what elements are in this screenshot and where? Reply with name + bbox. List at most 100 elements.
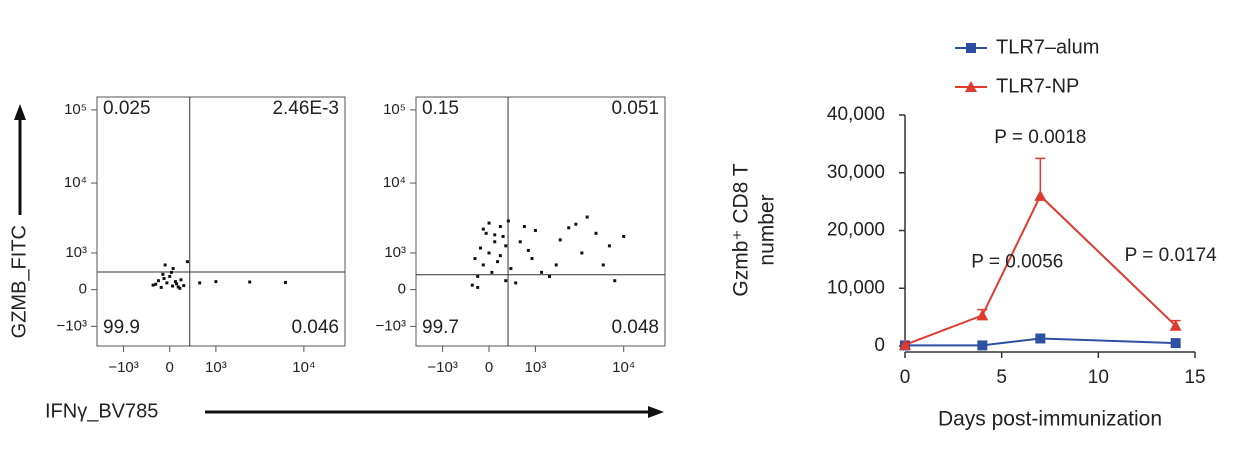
x-tick-label: 10⁴ — [612, 359, 635, 376]
quadrant-label: 99.7 — [422, 317, 459, 338]
event-dot — [498, 254, 502, 258]
event-dot — [554, 263, 558, 267]
event-dot — [594, 231, 598, 235]
event-dot — [178, 286, 182, 290]
x-tick-label: 0 — [166, 359, 174, 376]
error-bar — [1035, 157, 1046, 196]
x-tick-label: −10³ — [427, 359, 457, 376]
event-dot — [173, 280, 177, 284]
quadrant-label: 2.46E-3 — [272, 98, 339, 119]
legend-label: TLR7–alum — [996, 36, 1099, 58]
y-tick-label: 10⁵ — [383, 101, 406, 118]
x-tick-label: 10³ — [205, 359, 227, 376]
series-line — [904, 194, 1177, 346]
event-dot — [558, 238, 562, 242]
event-dot — [607, 244, 611, 248]
point — [1170, 338, 1181, 349]
y-tick-label: 0 — [874, 335, 885, 356]
y-tick-label: 10⁵ — [64, 101, 87, 118]
quadrant-label: 0.046 — [291, 317, 339, 338]
event-dot — [567, 226, 571, 230]
event-dot — [518, 240, 522, 244]
event-dot — [476, 274, 480, 278]
point — [899, 338, 911, 350]
x-tick-label: 0 — [900, 367, 911, 388]
y-tick-label: 10,000 — [827, 277, 885, 298]
y-tick-label: 40,000 — [827, 104, 885, 125]
event-dot — [490, 270, 494, 274]
quadrant-label: 0.051 — [611, 98, 659, 119]
event-dot — [283, 280, 287, 284]
y-tick-label: 30,000 — [827, 162, 885, 183]
event-dot — [622, 234, 626, 238]
event-dot — [179, 278, 183, 282]
event-dot — [530, 257, 534, 261]
y-arrowhead — [14, 104, 26, 120]
event-dot — [547, 274, 551, 278]
x-axis-title: IFNγ_BV785 — [45, 400, 158, 422]
event-dot — [169, 270, 173, 274]
y-tick-label: 10⁴ — [64, 174, 87, 191]
quadrant-label: 99.9 — [103, 317, 140, 338]
event-dot — [501, 234, 505, 238]
event-dot — [522, 225, 526, 229]
point — [977, 340, 988, 351]
y-tick-label: −10³ — [376, 317, 406, 334]
event-dot — [248, 280, 252, 284]
quadrant-label: 0.048 — [611, 317, 659, 338]
event-dot — [476, 285, 480, 289]
event-dot — [163, 263, 167, 267]
y-tick-label: 20,000 — [827, 220, 885, 241]
p-value: P = 0.0018 — [994, 127, 1086, 148]
point — [1034, 189, 1047, 201]
event-dot — [487, 251, 491, 255]
x-tick-label: 5 — [996, 367, 1007, 388]
x-tick-label: 10³ — [525, 359, 547, 376]
event-dot — [484, 231, 488, 235]
y-axis-title: Gzmb⁺ CD8 T — [730, 163, 753, 296]
x-tick-label: 15 — [1184, 367, 1205, 388]
event-dot — [481, 263, 485, 267]
event-dot — [156, 279, 160, 283]
y-tick-label: 10⁴ — [383, 174, 406, 191]
event-dot — [182, 284, 186, 288]
event-dot — [504, 279, 508, 283]
x-tick-label: 10 — [1088, 367, 1109, 388]
series-line — [905, 337, 1176, 347]
event-dot — [470, 283, 474, 287]
event-dot — [198, 281, 202, 285]
event-dot — [487, 221, 491, 225]
event-dot — [478, 246, 482, 250]
event-dot — [165, 281, 169, 285]
y-tick-label: 0 — [398, 281, 406, 298]
event-dot — [162, 277, 166, 281]
y-tick-label: 10³ — [65, 244, 87, 261]
plot-frame — [96, 96, 346, 347]
event-dot — [613, 279, 617, 283]
event-dot — [498, 225, 502, 229]
event-dot — [171, 267, 175, 271]
y-tick-label: 0 — [79, 281, 87, 298]
legend-marker — [966, 43, 976, 53]
point — [1035, 333, 1046, 344]
quadrant-label: 0.025 — [103, 98, 151, 119]
event-dot — [526, 248, 530, 252]
y-tick-label: 10³ — [384, 244, 406, 261]
event-dot — [493, 240, 497, 244]
event-dot — [601, 263, 605, 267]
event-dot — [481, 227, 485, 231]
event-dot — [504, 244, 508, 248]
point — [976, 309, 989, 321]
legend-label: TLR7-NP — [996, 75, 1079, 97]
x-tick-label: −10³ — [108, 359, 138, 376]
event-dot — [161, 272, 165, 276]
event-dot — [514, 281, 518, 285]
plot-frame — [415, 96, 666, 347]
event-dot — [175, 282, 179, 286]
event-dot — [493, 233, 497, 237]
x-tick-label: 10⁴ — [292, 359, 315, 376]
event-dot — [585, 215, 589, 219]
event-dot — [506, 219, 510, 223]
event-dot — [151, 283, 155, 287]
